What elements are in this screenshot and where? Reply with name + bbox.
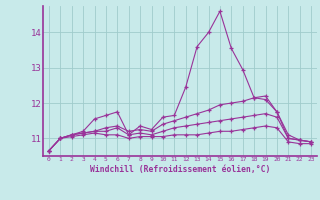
X-axis label: Windchill (Refroidissement éolien,°C): Windchill (Refroidissement éolien,°C) bbox=[90, 165, 270, 174]
